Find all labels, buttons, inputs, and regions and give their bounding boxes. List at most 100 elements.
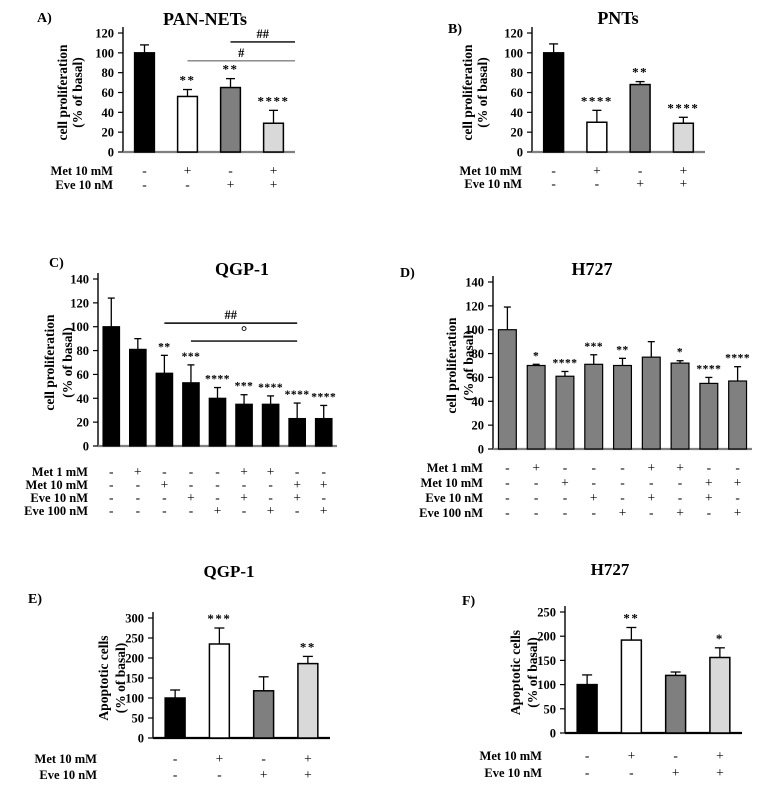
treatment-value: + [636,176,644,191]
treatment-value: - [109,477,114,492]
panel-f: F) H727 Apoptotic cells (% of basal) 0 50 100 1… [380,555,758,799]
treatment-value: - [505,460,510,475]
treatment-value: - [173,751,178,766]
y-axis-title-line1: cell proliferation [55,44,70,141]
chart-svg-f: F) H727 Apoptotic cells (% of basal) 0 50 100 1… [462,560,742,780]
y-tick-label: 0 [550,727,556,741]
treatment-value: + [593,163,601,178]
treatment-row-label: Met 10 mM [26,478,89,492]
treatment-value: - [551,176,556,191]
panel-letter: A) [37,11,52,26]
y-tick-label: 150 [125,672,144,686]
y-tick-label: 0 [83,440,89,454]
treatment-value: - [189,477,194,492]
y-tick-label: 100 [70,320,89,334]
bar [728,380,748,450]
panel-d: D) H727 cell proliferation (% of basal) 0 20 4… [380,245,758,545]
treatment-value: - [678,475,683,490]
treatment-value: + [705,490,713,505]
significance-stars: *** [207,611,231,626]
treatment-value: - [551,163,556,178]
y-axis-title-line1: cell proliferation [444,317,459,414]
y-tick-label: 20 [77,416,90,430]
treatment-value: - [136,503,141,518]
significance-stars: * [716,631,724,646]
treatment-value: + [716,765,724,780]
significance-stars: **** [285,389,310,401]
treatment-value: + [647,490,655,505]
significance-line-label: ## [225,308,238,322]
bar [699,382,719,450]
panel-a: A) PAN-NETs cell proliferation (% of basal)… [20,5,375,205]
y-tick-label: 80 [472,347,485,361]
panel-letter: E) [28,592,42,607]
y-tick-label: 20 [472,419,485,433]
treatment-value: - [162,490,167,505]
treatment-value: + [628,748,636,763]
significance-stars: * [533,350,539,362]
treatment-value: + [270,177,278,192]
bar [497,329,517,450]
y-tick-label: 60 [102,86,115,100]
treatment-value: + [590,490,598,505]
treatment-value: - [142,163,147,178]
y-tick-label: 0 [517,146,523,160]
bar [641,356,661,450]
treatment-row-label: Eve 10 nM [39,768,97,782]
treatment-value: - [228,163,233,178]
treatment-value: - [162,503,167,518]
treatment-row-label: Eve 10 nM [484,766,542,780]
y-tick-label: 20 [102,126,115,140]
treatment-value: - [563,505,568,520]
y-tick-label: 140 [465,276,484,290]
panel-e: E) QGP-1 Apoptotic cells (% of basal) 0 50 100… [0,555,378,799]
treatment-value: - [620,475,625,490]
treatment-value: + [187,490,195,505]
y-tick-label: 120 [95,27,114,41]
treatment-value: + [293,477,301,492]
significance-stars: *** [182,351,201,363]
significance-stars: **** [311,391,336,403]
significance-stars: **** [667,100,699,115]
bar [542,52,565,153]
y-axis-title-line1: cell proliferation [42,314,57,411]
treatment-value: + [214,503,222,518]
y-tick-label: 140 [70,273,89,287]
y-tick-label: 120 [504,27,523,41]
bar [219,86,242,153]
treatment-value: + [304,751,312,766]
bar [102,326,121,447]
panel-letter: F) [462,594,476,609]
y-tick-label: 100 [125,692,144,706]
bar [155,372,174,447]
treatment-value: + [216,751,224,766]
treatment-value: - [620,490,625,505]
treatment-value: + [561,475,569,490]
treatment-value: - [261,751,266,766]
bar [252,690,275,739]
y-tick-label: 50 [544,702,557,716]
treatment-value: - [142,177,147,192]
y-tick-label: 80 [77,344,90,358]
y-tick-label: 40 [102,106,115,120]
significance-stars: **** [696,363,721,375]
treatment-value: + [647,460,655,475]
treatment-value: + [320,477,328,492]
y-tick-label: 150 [537,654,556,668]
significance-stars: ** [180,73,196,88]
treatment-value: - [707,460,712,475]
panel-b: B) PNTs cell proliferation (% of basal) 0 20 4… [400,5,755,205]
treatment-row-label: Met 1 mM [32,465,88,479]
bar [670,362,690,450]
treatment-value: - [620,460,625,475]
treatment-value: - [185,177,190,192]
significance-stars: * [677,347,683,359]
treatment-value: + [320,503,328,518]
treatment-value: - [585,765,590,780]
bar [629,83,651,153]
bar [208,643,231,739]
y-tick-label: 50 [132,712,145,726]
bar [620,639,643,734]
y-tick-label: 100 [504,46,523,60]
